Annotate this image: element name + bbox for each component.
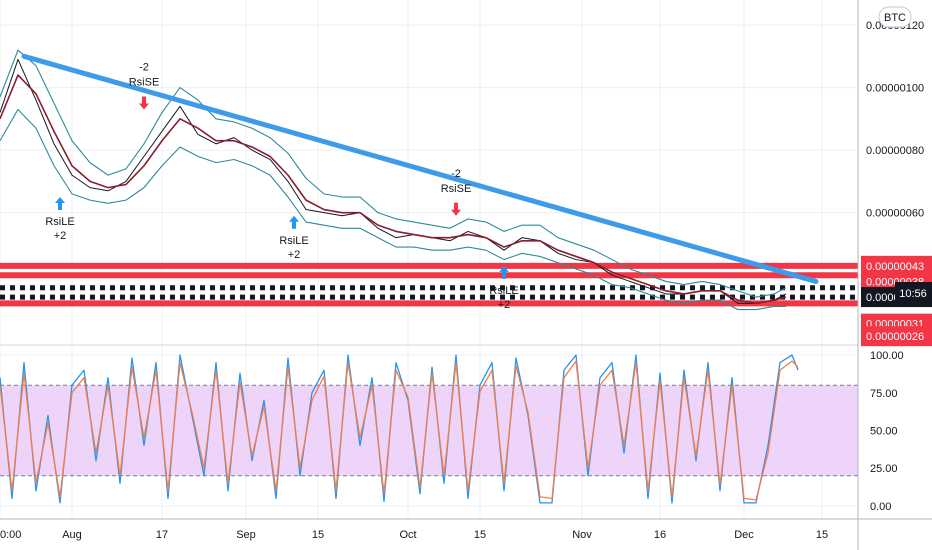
price-badge-label: 0.00000043 — [866, 261, 924, 273]
arrow-up-icon — [289, 215, 299, 229]
indicator-tick-label: 75.00 — [870, 388, 898, 400]
signal-label: RsiSE — [441, 183, 472, 195]
time-tick-label: Aug — [62, 529, 82, 541]
signal-label: RsiSE — [129, 76, 160, 88]
signal-value: -2 — [139, 61, 149, 73]
time-tick-label: Nov — [572, 529, 592, 541]
signal-label: RsiLE — [489, 285, 518, 297]
series-band-upper[interactable] — [0, 49, 787, 298]
time-tick-label: 17 — [156, 529, 168, 541]
price-badge-4: 0.00000026 — [861, 326, 932, 347]
signal-long-4[interactable]: RsiLE +2 — [489, 265, 519, 311]
price-badge-0: 0.00000043 — [861, 255, 932, 276]
price-tick-label: 0.00000080 — [866, 145, 924, 157]
time-tick-label: 0:00 — [0, 529, 21, 541]
arrow-down-icon — [451, 202, 461, 216]
arrow-up-icon — [499, 265, 509, 279]
signal-label: RsiLE — [45, 216, 74, 228]
time-readout-badge: 10:56 — [895, 282, 932, 303]
signal-label: RsiLE — [279, 235, 308, 247]
currency-badge[interactable]: BTC — [878, 6, 912, 28]
signal-short-1[interactable]: -2 RsiSE — [129, 61, 160, 110]
signal-long-0[interactable]: RsiLE +2 — [45, 197, 75, 242]
time-tick-label: 15 — [816, 529, 828, 541]
price-badge-label: 0.00000026 — [866, 331, 924, 343]
series-stoch-d[interactable] — [0, 360, 799, 501]
price-tick-label: 0.00000060 — [866, 208, 924, 220]
currency-label: BTC — [884, 12, 906, 24]
signal-short-3[interactable]: -2 RsiSE — [441, 168, 472, 216]
time-tick-label: 16 — [654, 529, 666, 541]
time-tick-label: 15 — [312, 529, 324, 541]
indicator-tick-label: 50.00 — [870, 425, 898, 437]
indicator-tick-label: 0.00 — [870, 501, 891, 513]
trendline[interactable] — [21, 53, 819, 284]
signal-value: +2 — [54, 230, 67, 242]
signal-value: +2 — [498, 299, 511, 311]
time-tick-label: 15 — [474, 529, 486, 541]
signal-long-2[interactable]: RsiLE +2 — [279, 215, 309, 261]
series-sma[interactable] — [0, 74, 787, 305]
price-tick-label: 0.00000100 — [866, 83, 924, 95]
signal-value: +2 — [288, 249, 301, 261]
indicator-tick-label: 25.00 — [870, 463, 898, 475]
series-band-lower[interactable] — [0, 108, 786, 311]
arrow-down-icon — [139, 96, 149, 110]
time-tick-label: Sep — [236, 529, 256, 541]
arrow-up-icon — [55, 197, 65, 211]
signal-value: -2 — [451, 168, 461, 180]
time-tick-label: Dec — [734, 529, 754, 541]
series-price[interactable] — [0, 58, 787, 304]
time-tick-label: Oct — [399, 529, 416, 541]
time-readout: 10:56 — [899, 288, 927, 300]
indicator-tick-label: 100.00 — [870, 350, 904, 362]
